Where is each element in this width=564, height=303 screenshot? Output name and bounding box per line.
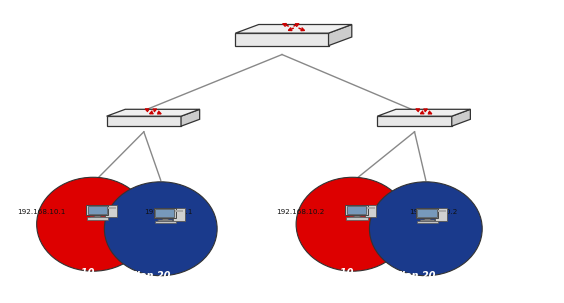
Polygon shape xyxy=(354,215,360,217)
Polygon shape xyxy=(107,109,200,116)
Polygon shape xyxy=(424,218,431,220)
FancyBboxPatch shape xyxy=(87,218,108,220)
Polygon shape xyxy=(236,25,352,33)
FancyBboxPatch shape xyxy=(105,205,117,218)
FancyBboxPatch shape xyxy=(345,205,368,215)
FancyBboxPatch shape xyxy=(87,206,107,214)
Ellipse shape xyxy=(104,182,217,276)
Polygon shape xyxy=(328,25,352,46)
Polygon shape xyxy=(452,109,470,126)
Text: Vlan 20: Vlan 20 xyxy=(394,271,435,281)
Polygon shape xyxy=(158,220,173,221)
Polygon shape xyxy=(377,109,470,116)
Polygon shape xyxy=(181,109,200,126)
Text: Vlan 10: Vlan 10 xyxy=(312,268,354,278)
FancyBboxPatch shape xyxy=(417,209,437,217)
Polygon shape xyxy=(107,116,181,126)
Polygon shape xyxy=(350,217,364,218)
FancyBboxPatch shape xyxy=(417,221,438,223)
Ellipse shape xyxy=(369,182,482,276)
FancyBboxPatch shape xyxy=(86,205,108,215)
FancyBboxPatch shape xyxy=(416,208,438,218)
FancyBboxPatch shape xyxy=(173,208,184,221)
FancyBboxPatch shape xyxy=(174,210,183,212)
FancyBboxPatch shape xyxy=(436,210,446,212)
Polygon shape xyxy=(162,218,169,220)
Ellipse shape xyxy=(296,177,409,271)
FancyBboxPatch shape xyxy=(346,218,368,220)
Polygon shape xyxy=(94,215,101,217)
Text: 192.168.20.2: 192.168.20.2 xyxy=(409,209,457,215)
FancyBboxPatch shape xyxy=(155,221,176,223)
Text: Vlan 20: Vlan 20 xyxy=(129,271,170,281)
FancyBboxPatch shape xyxy=(153,208,176,218)
FancyBboxPatch shape xyxy=(155,209,174,217)
Text: 192.168.10.2: 192.168.10.2 xyxy=(276,209,325,215)
FancyBboxPatch shape xyxy=(365,207,375,209)
FancyBboxPatch shape xyxy=(435,208,447,221)
Polygon shape xyxy=(377,116,452,126)
FancyBboxPatch shape xyxy=(106,207,116,209)
Text: 192.168.20.1: 192.168.20.1 xyxy=(144,209,192,215)
Polygon shape xyxy=(90,217,105,218)
Polygon shape xyxy=(420,220,435,221)
Text: Vlan 10: Vlan 10 xyxy=(52,268,94,278)
Ellipse shape xyxy=(37,177,149,271)
FancyBboxPatch shape xyxy=(364,205,376,218)
Text: 192.168.10.1: 192.168.10.1 xyxy=(17,209,65,215)
Polygon shape xyxy=(236,33,328,46)
FancyBboxPatch shape xyxy=(347,206,366,214)
